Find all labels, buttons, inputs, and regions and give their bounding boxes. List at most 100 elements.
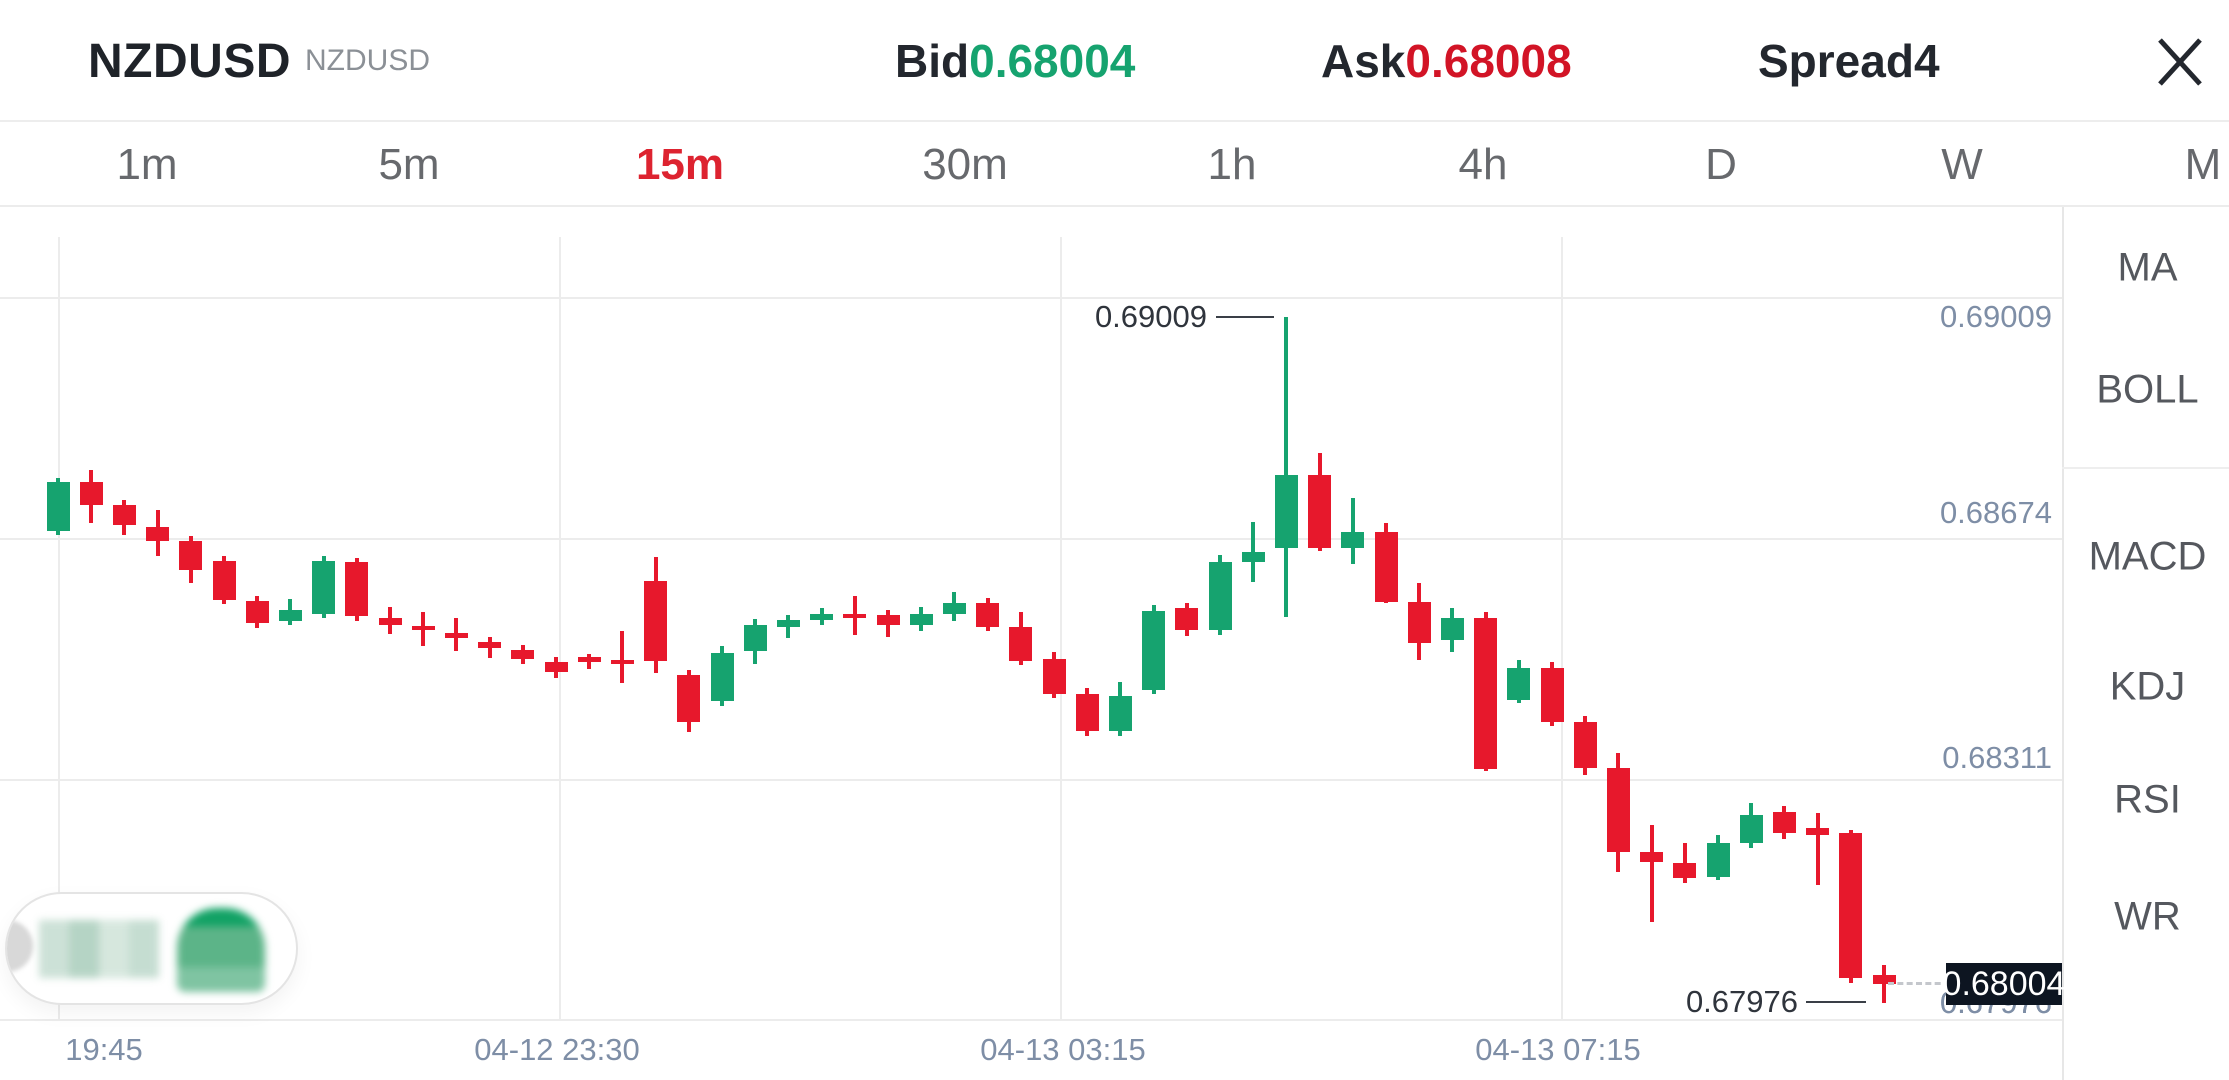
candle xyxy=(1209,562,1232,630)
candle xyxy=(1109,696,1132,731)
candle xyxy=(1673,863,1696,878)
candle xyxy=(146,527,169,541)
indicator-kdj[interactable]: KDJ xyxy=(2109,664,2186,709)
spread-info: Spread 4 xyxy=(1758,0,1940,122)
grid-line-horizontal xyxy=(0,538,2062,540)
price-axis-label: 0.68674 xyxy=(1939,495,2052,530)
candle xyxy=(1308,475,1331,548)
grid-line-vertical xyxy=(559,237,561,1019)
close-icon xyxy=(2152,38,2208,92)
close-button[interactable] xyxy=(2152,36,2208,88)
current-price-badge: 0.68004 xyxy=(1943,963,2065,1005)
candle xyxy=(976,603,999,627)
candle-wick xyxy=(620,631,624,683)
candle xyxy=(1341,532,1364,548)
timeframe-tab-bar: 1m 5m 15m 30m 1h 4h D W M xyxy=(0,122,2229,207)
tab-4h[interactable]: 4h xyxy=(1458,139,1508,189)
candle xyxy=(379,618,402,625)
candle xyxy=(1873,975,1896,984)
candle xyxy=(711,653,734,701)
candle xyxy=(910,614,933,625)
candle xyxy=(1640,852,1663,862)
grid-line-vertical xyxy=(58,237,60,1019)
candle xyxy=(1773,812,1796,833)
candle xyxy=(1806,828,1829,835)
candle xyxy=(113,505,136,525)
candle xyxy=(1375,532,1398,602)
candle xyxy=(1707,843,1730,877)
candle xyxy=(1242,552,1265,562)
chart-canvas[interactable] xyxy=(0,207,2062,1080)
candle xyxy=(1474,618,1497,769)
tab-1m[interactable]: 1m xyxy=(116,139,178,189)
candle xyxy=(213,561,236,600)
candle xyxy=(1043,659,1066,694)
low-annotation-text: 0.67976 xyxy=(1685,984,1798,1019)
candle xyxy=(578,657,601,662)
indicator-boll[interactable]: BOLL xyxy=(2096,367,2199,412)
current-price-line xyxy=(1888,982,1950,985)
time-axis-label: 04-12 23:30 xyxy=(474,1032,640,1067)
grid-line-vertical xyxy=(1060,237,1062,1019)
symbol-subtitle: NZDUSD xyxy=(305,44,430,77)
grid-line-horizontal xyxy=(0,1019,2062,1021)
time-axis-label: 04-13 07:15 xyxy=(1475,1032,1641,1067)
candle-wick xyxy=(1650,825,1654,922)
candle xyxy=(1076,694,1099,731)
grid-line-horizontal xyxy=(0,779,2062,781)
time-axis-label: 19:45 xyxy=(65,1032,143,1067)
candle xyxy=(744,625,767,651)
candle xyxy=(810,614,833,620)
tab-m[interactable]: M xyxy=(2184,139,2222,189)
candle xyxy=(1607,768,1630,852)
price-axis-label: 0.69009 xyxy=(1939,299,2052,334)
candle xyxy=(179,541,202,570)
candle xyxy=(445,633,468,638)
bid-label: Bid xyxy=(895,35,970,87)
tab-1h[interactable]: 1h xyxy=(1207,139,1257,189)
tab-30m[interactable]: 30m xyxy=(922,139,1008,189)
spread-label: Spread xyxy=(1758,35,1914,87)
tab-w[interactable]: W xyxy=(1941,139,1983,189)
time-axis-label: 04-13 03:15 xyxy=(980,1032,1146,1067)
grid-line-horizontal xyxy=(0,297,2062,299)
candle xyxy=(279,610,302,621)
candle xyxy=(877,615,900,625)
indicator-wr[interactable]: WR xyxy=(2114,894,2181,939)
candle xyxy=(611,660,634,664)
candle xyxy=(843,614,866,618)
indicator-sidebar: MA BOLL MACD KDJ RSI WR xyxy=(2062,207,2229,1080)
candle xyxy=(1740,815,1763,843)
candle xyxy=(1009,627,1032,661)
candle xyxy=(246,601,269,623)
ask-label: Ask xyxy=(1321,35,1406,87)
candle xyxy=(644,581,667,661)
price-axis-label: 0.68311 xyxy=(1942,740,2052,775)
candle xyxy=(1441,618,1464,640)
candle-wick xyxy=(1351,498,1355,564)
candle xyxy=(1839,833,1862,978)
candle xyxy=(80,482,103,505)
candle xyxy=(1507,668,1530,700)
bid-quote: Bid 0.68004 xyxy=(895,0,1135,122)
candle xyxy=(1408,602,1431,643)
candle xyxy=(345,562,368,616)
header: NZDUSD NZDUSD Bid 0.68004 Ask 0.68008 Spre… xyxy=(0,0,2229,122)
sidebar-divider xyxy=(2062,467,2229,469)
candle xyxy=(1574,722,1597,768)
candle xyxy=(478,642,501,648)
candle xyxy=(943,603,966,614)
broker-watermark xyxy=(5,892,298,1005)
indicator-macd[interactable]: MACD xyxy=(2088,534,2207,579)
tab-15m[interactable]: 15m xyxy=(635,139,725,189)
ask-quote: Ask 0.68008 xyxy=(1321,0,1572,122)
candle xyxy=(312,561,335,614)
indicator-ma[interactable]: MA xyxy=(2117,245,2178,290)
watermark-notch xyxy=(7,920,33,972)
indicator-rsi[interactable]: RSI xyxy=(2114,777,2181,822)
tab-d[interactable]: D xyxy=(1705,139,1737,189)
tab-5m[interactable]: 5m xyxy=(378,139,440,189)
spread-value: 4 xyxy=(1913,35,1940,87)
candle xyxy=(677,675,700,722)
